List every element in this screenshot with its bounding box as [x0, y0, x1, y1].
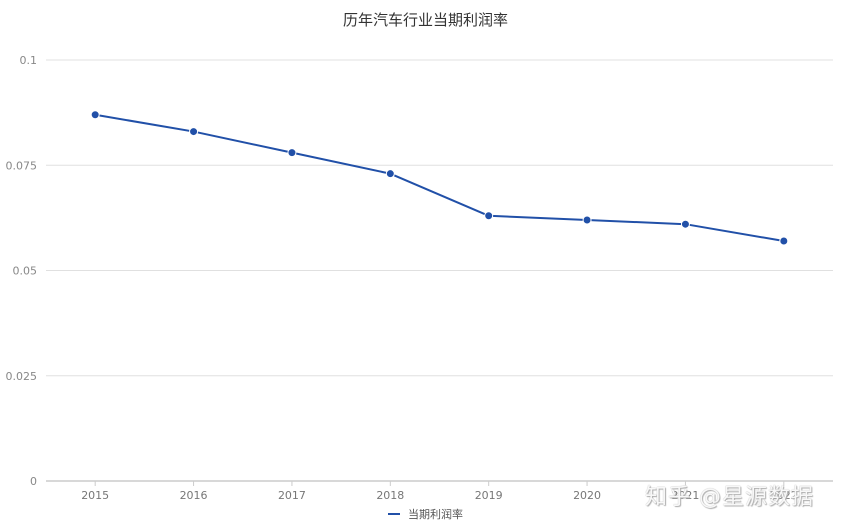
- y-tick-label: 0: [30, 475, 37, 488]
- y-axis-ticks: 0 0.025 0.05 0.075 0.1: [6, 54, 38, 488]
- y-tick-label: 0.075: [6, 159, 38, 172]
- data-point[interactable]: [582, 215, 592, 225]
- chart-title: 历年汽车行业当期利润率: [342, 11, 508, 29]
- y-tick-label: 0.025: [6, 370, 38, 383]
- x-tick-label: 2019: [475, 489, 503, 502]
- x-tick-label: 2017: [278, 489, 306, 502]
- x-axis: 2015 2016 2017 2018 2019 2020 2021 2022: [46, 480, 833, 502]
- data-point[interactable]: [779, 236, 789, 246]
- data-point[interactable]: [90, 110, 100, 120]
- watermark: 知乎 @星源数据: [645, 485, 814, 510]
- gridlines: [46, 59, 833, 377]
- legend-line-icon: [388, 513, 400, 515]
- data-point[interactable]: [287, 148, 297, 158]
- series-polyline: [95, 113, 784, 243]
- y-tick-label: 0.1: [20, 54, 38, 67]
- x-tick-label: 2022: [770, 489, 798, 502]
- legend-label: 当期利润率: [408, 508, 463, 521]
- series-line: [90, 110, 789, 246]
- legend[interactable]: 当期利润率: [0, 506, 851, 522]
- x-tick-label: 2016: [180, 489, 208, 502]
- x-tick-label: 2021: [671, 489, 699, 502]
- x-tick-label: 2015: [81, 489, 109, 502]
- y-tick-label: 0.05: [13, 265, 38, 278]
- data-point[interactable]: [385, 169, 395, 179]
- x-tick-label: 2018: [376, 489, 404, 502]
- data-point[interactable]: [189, 127, 199, 137]
- data-point[interactable]: [484, 211, 494, 221]
- data-point[interactable]: [680, 219, 690, 229]
- x-tick-label: 2020: [573, 489, 601, 502]
